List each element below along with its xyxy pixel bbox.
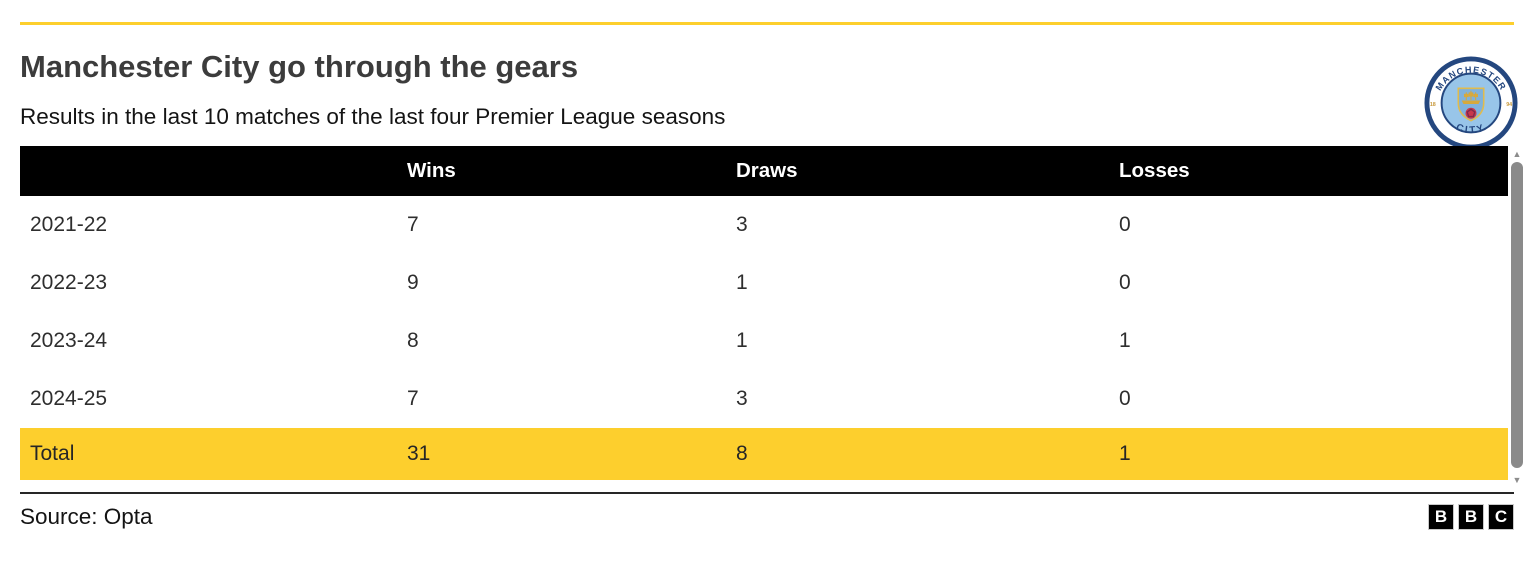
header-cell-draws: Draws	[736, 159, 798, 182]
header-cell-losses: Losses	[1119, 159, 1190, 182]
draws-value: 3	[736, 387, 748, 410]
top-accent-rule	[20, 22, 1514, 25]
bbc-logo-block: C	[1488, 504, 1514, 530]
draws-value: 3	[736, 213, 748, 236]
table-row: 2021-22 7 3 0	[20, 196, 1508, 254]
losses-value: 0	[1119, 271, 1131, 294]
table-row: 2022-23 9 1 0	[20, 254, 1508, 312]
footer-divider	[20, 492, 1514, 494]
row-label: 2021-22	[30, 213, 108, 236]
wins-value: 7	[407, 213, 419, 236]
losses-value: 0	[1119, 387, 1131, 410]
badge-year-left: 18	[1430, 102, 1436, 108]
header-cell-wins: Wins	[407, 159, 456, 182]
badge-year-right: 94	[1506, 102, 1512, 108]
wins-value: 8	[407, 329, 419, 352]
losses-value: 0	[1119, 213, 1131, 236]
bbc-logo-block: B	[1458, 504, 1484, 530]
draws-value: 1	[736, 329, 748, 352]
table-header-row: Wins Draws Losses	[20, 146, 1508, 196]
badge-bottom-text: CITY	[1454, 122, 1487, 136]
wins-value: 9	[407, 271, 419, 294]
wins-value: 7	[407, 387, 419, 410]
scroll-down-icon[interactable]: ▼	[1512, 475, 1522, 485]
draws-value: 1	[736, 271, 748, 294]
badge-ship-icon	[1461, 90, 1481, 104]
row-label: 2023-24	[30, 329, 108, 352]
table-total-row: Total 31 8 1	[20, 428, 1508, 480]
total-wins-value: 31	[407, 442, 431, 465]
table-row: 2023-24 8 1 1	[20, 312, 1508, 370]
page-subtitle: Results in the last 10 matches of the la…	[20, 104, 726, 129]
total-draws-value: 8	[736, 442, 748, 465]
total-label: Total	[30, 442, 75, 465]
bbc-logo-block: B	[1428, 504, 1454, 530]
scroll-up-icon[interactable]: ▲	[1512, 149, 1522, 159]
total-losses-value: 1	[1119, 442, 1131, 465]
row-label: 2024-25	[30, 387, 108, 410]
badge-rose-icon	[1465, 107, 1477, 119]
source-credit: Source: Opta	[20, 504, 153, 529]
scrollbar-thumb[interactable]	[1511, 162, 1523, 468]
page-title: Manchester City go through the gears	[20, 49, 579, 84]
manchester-city-badge-icon: MANCHESTER CITY 18 94	[1424, 56, 1518, 150]
bbc-logo: B B C	[1428, 504, 1514, 530]
losses-value: 1	[1119, 329, 1131, 352]
footer: Source: Opta B B C	[20, 504, 1514, 530]
results-table: Wins Draws Losses 2021-22 7 3 0 2022-23 …	[20, 146, 1524, 485]
table-row: 2024-25 7 3 0	[20, 370, 1508, 428]
row-label: 2022-23	[30, 271, 108, 294]
infographic-card: Manchester City go through the gears Res…	[0, 22, 1534, 570]
vertical-scrollbar[interactable]: ▲ ▼	[1510, 148, 1524, 486]
